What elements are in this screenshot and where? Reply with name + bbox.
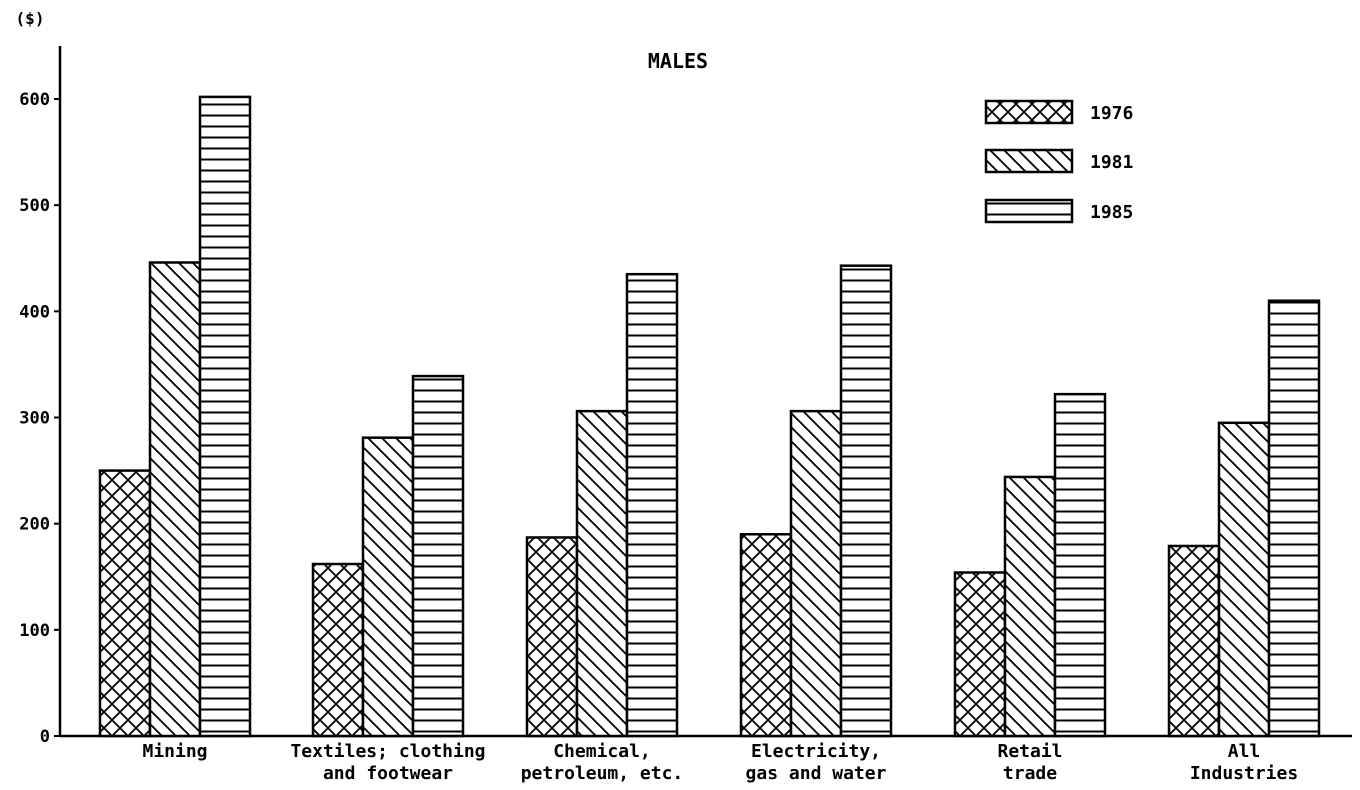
legend-label: 1981 <box>1090 152 1133 173</box>
legend: 1976 1981 1985 <box>984 99 1133 224</box>
x-category-label: Electricity, <box>751 741 881 762</box>
bar-1976 <box>1167 544 1221 738</box>
x-category-label: petroleum, etc. <box>521 763 684 784</box>
bar-1981 <box>1217 421 1271 738</box>
bar-1976 <box>953 571 1007 738</box>
chart-title: MALES <box>648 49 708 73</box>
x-category-label: Textiles; clothing <box>290 741 485 762</box>
legend-item: 1981 <box>984 148 1133 174</box>
x-category-label: Chemical, <box>553 741 651 762</box>
y-tick-label: 0 <box>40 727 50 747</box>
x-category-label: trade <box>1003 763 1057 784</box>
bar-1981 <box>1003 475 1057 738</box>
legend-label: 1976 <box>1090 103 1133 124</box>
bar-1985 <box>411 374 465 738</box>
bars <box>98 95 1321 738</box>
bar-group <box>311 374 465 738</box>
x-category-label: gas and water <box>746 763 887 784</box>
bar-group <box>953 392 1107 738</box>
bar-1985 <box>839 264 893 738</box>
legend-swatch-1981 <box>984 148 1074 174</box>
bar-group <box>525 272 679 738</box>
bar-1976 <box>739 533 793 738</box>
bar-1976 <box>98 469 152 738</box>
bar-1981 <box>789 409 843 738</box>
legend-swatch-1985 <box>984 198 1074 224</box>
legend-swatch-1976 <box>984 99 1074 125</box>
bar-1976 <box>311 562 365 738</box>
bar-1981 <box>575 409 629 738</box>
bar-1981 <box>361 436 415 738</box>
x-category-label: Mining <box>142 741 207 762</box>
legend-item: 1976 <box>984 99 1133 125</box>
x-category-label: Industries <box>1190 763 1298 784</box>
y-tick-label: 200 <box>19 515 50 535</box>
bar-1985 <box>198 95 252 738</box>
bar-1985 <box>1267 299 1321 738</box>
bar-1976 <box>525 536 579 738</box>
legend-label: 1985 <box>1090 202 1133 223</box>
bar-1985 <box>1053 392 1107 738</box>
bar-group <box>739 264 893 738</box>
y-tick-label: 400 <box>19 302 50 322</box>
x-category-label: and footwear <box>323 763 453 784</box>
axes <box>58 46 1352 738</box>
x-category-label: Retail <box>997 741 1062 762</box>
bar-1981 <box>148 261 202 738</box>
bar-group <box>98 95 252 738</box>
y-axis-unit-label: ($) <box>16 9 45 28</box>
bar-1985 <box>625 272 679 738</box>
x-category-label: All <box>1228 741 1261 762</box>
y-tick-label: 300 <box>19 409 50 429</box>
y-tick-label: 100 <box>19 621 50 641</box>
legend-item: 1985 <box>984 198 1133 224</box>
bar-group <box>1167 299 1321 738</box>
y-tick-label: 600 <box>19 90 50 110</box>
y-tick-label: 500 <box>19 196 50 216</box>
y-axis-ticks: 0 100 200 300 400 500 600 <box>19 90 60 747</box>
